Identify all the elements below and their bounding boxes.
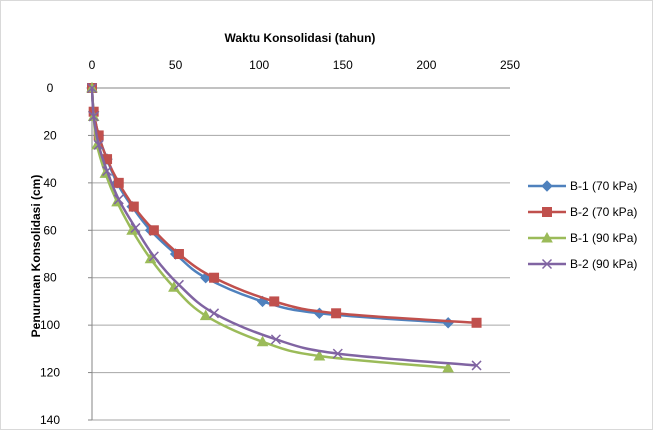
y-tick-label: 20: [43, 128, 57, 142]
data-point: [86, 82, 98, 94]
legend-item-1: B-1 (70 kPa): [528, 179, 637, 193]
y-axis-title: Penurunan Konsolidasi (cm): [29, 175, 43, 338]
marker-stroke: [173, 279, 184, 290]
data-point: [93, 139, 104, 150]
y-tick-label: 140: [40, 413, 60, 427]
legend-marker: [541, 231, 553, 243]
x-tick-label: 150: [333, 58, 353, 72]
data-point: [209, 272, 220, 283]
marker-stroke: [148, 251, 159, 262]
data-point: [270, 334, 281, 345]
legend-item-3: B-1 (90 kPa): [528, 231, 637, 245]
x-tick-label: 200: [416, 58, 436, 72]
y-tick-label: 60: [43, 223, 57, 237]
data-point: [88, 111, 99, 122]
marker-stroke: [130, 222, 141, 233]
legend-item-2: B-2 (70 kPa): [528, 205, 637, 219]
data-point: [148, 225, 159, 236]
series-lines: [86, 81, 482, 373]
legend-label: B-1 (90 kPa): [570, 231, 637, 245]
legend-label: B-2 (70 kPa): [570, 205, 637, 219]
legend-label: B-2 (90 kPa): [570, 257, 637, 271]
data-point: [332, 348, 343, 359]
x-tick-label: 50: [169, 58, 183, 72]
data-point: [128, 201, 139, 212]
data-point: [471, 317, 482, 328]
marker-stroke: [102, 165, 113, 177]
marker-stroke: [93, 139, 104, 150]
data-point: [113, 177, 124, 188]
gridlines: [92, 134, 510, 421]
data-point: [102, 165, 113, 177]
legend-item-4: B-2 (90 kPa): [528, 257, 637, 271]
data-point: [199, 309, 212, 321]
marker-stroke: [471, 360, 482, 371]
data-point: [313, 349, 326, 361]
marker-stroke: [541, 258, 553, 270]
data-point: [331, 308, 342, 319]
marker-stroke: [270, 334, 281, 345]
y-tick-label: 40: [43, 176, 57, 190]
x-tick-label: 100: [249, 58, 269, 72]
y-tick-label: 80: [43, 271, 57, 285]
data-point: [442, 361, 454, 373]
marker-stroke: [86, 82, 98, 94]
x-tick-label: 250: [500, 58, 520, 72]
data-point: [173, 279, 184, 290]
series-4: [86, 82, 482, 371]
data-point: [113, 194, 124, 205]
data-point: [256, 335, 269, 347]
data-point: [173, 249, 184, 259]
y-tick-label: 0: [47, 81, 54, 95]
legend-marker: [542, 207, 552, 217]
legend-label: B-1 (70 kPa): [570, 179, 637, 193]
data-point: [130, 222, 141, 233]
marker-stroke: [113, 194, 124, 205]
legend-marker: [541, 258, 553, 270]
data-point: [209, 308, 220, 319]
x-tick-label: 0: [89, 58, 96, 72]
y-tick-label: 120: [40, 366, 60, 380]
data-point: [148, 251, 159, 262]
x-axis-title: Waktu Konsolidasi (tahun): [225, 31, 376, 45]
legend: B-1 (70 kPa) B-2 (70 kPa) B-1 (90 kPa) B-2 …: [528, 179, 637, 271]
data-point: [471, 360, 482, 371]
marker-stroke: [88, 111, 99, 122]
marker-stroke: [332, 348, 343, 359]
axes: 0 20 40 60 80 100 120 140 0 50 100 150 200 250: [40, 58, 520, 427]
marker-stroke: [209, 308, 220, 319]
legend-marker: [541, 180, 553, 192]
data-point: [269, 296, 280, 307]
y-tick-label: 100: [40, 318, 60, 332]
